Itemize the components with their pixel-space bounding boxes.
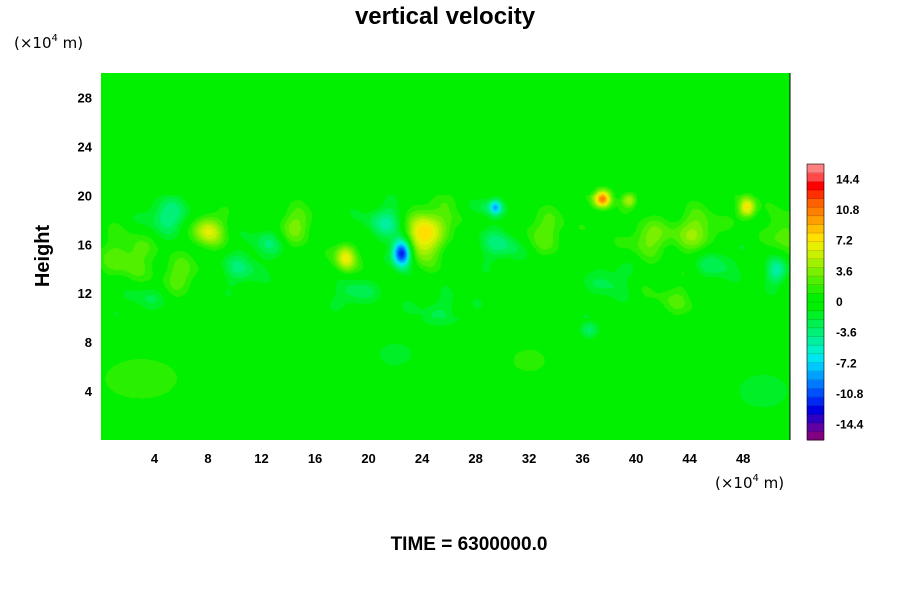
colorbar-level bbox=[807, 388, 824, 398]
colorbar-level bbox=[807, 276, 824, 286]
plot-area bbox=[101, 73, 791, 440]
colorbar-level bbox=[807, 172, 824, 182]
colorbar-level bbox=[807, 302, 824, 312]
colorbar-tick-label: 0 bbox=[836, 295, 843, 309]
colorbar-tick-label: -10.8 bbox=[836, 387, 864, 401]
colorbar-level bbox=[807, 198, 824, 208]
colorbar-level bbox=[807, 336, 824, 346]
colorbar-level bbox=[807, 431, 824, 441]
colorbar-tick-label: -14.4 bbox=[836, 418, 864, 432]
x-tick-label: 24 bbox=[415, 451, 430, 466]
colorbar-level bbox=[807, 215, 824, 225]
colorbar-level bbox=[807, 345, 824, 355]
y-axis-unit: (×104 m) bbox=[14, 33, 83, 52]
colorbar-level bbox=[807, 250, 824, 260]
colorbar-frame bbox=[806, 163, 825, 441]
colorbar-level bbox=[807, 293, 824, 303]
y-tick-label: 8 bbox=[85, 335, 92, 350]
x-tick-label: 44 bbox=[682, 451, 697, 466]
x-tick-label: 12 bbox=[254, 451, 268, 466]
x-axis-unit: (×104 m) bbox=[715, 473, 784, 492]
colorbar-level bbox=[807, 310, 824, 320]
colorbar-level bbox=[807, 379, 824, 389]
colorbar-level bbox=[807, 405, 824, 415]
x-tick-label: 36 bbox=[575, 451, 589, 466]
y-axis-ticks: 4 8 12 16 20 24 28 bbox=[78, 90, 93, 399]
x-axis-ticks: 4 8 12 16 20 24 28 32 36 40 44 48 bbox=[151, 451, 751, 466]
colorbar-level bbox=[807, 207, 824, 217]
colorbar-level bbox=[807, 353, 824, 363]
x-tick-label: 40 bbox=[629, 451, 643, 466]
colorbar-level bbox=[807, 258, 824, 268]
y-tick-label: 28 bbox=[78, 90, 92, 105]
x-tick-label: 8 bbox=[204, 451, 211, 466]
y-tick-label: 16 bbox=[78, 237, 92, 252]
colorbar-tick-label: 3.6 bbox=[836, 264, 853, 278]
colorbar-level bbox=[807, 319, 824, 329]
colorbar-level bbox=[807, 224, 824, 234]
x-tick-label: 32 bbox=[522, 451, 536, 466]
chart-title: vertical velocity bbox=[355, 3, 536, 30]
time-label: TIME = 6300000.0 bbox=[391, 534, 548, 555]
y-tick-label: 12 bbox=[78, 286, 92, 301]
colorbar-level bbox=[807, 189, 824, 199]
colorbar-level bbox=[807, 396, 824, 406]
colorbar-tick-label: -7.2 bbox=[836, 356, 857, 370]
colorbar-level bbox=[807, 327, 824, 337]
colorbar-level bbox=[807, 241, 824, 251]
colorbar-tick-label: -3.6 bbox=[836, 326, 857, 340]
colorbar-level bbox=[807, 371, 824, 381]
colorbar-level bbox=[807, 362, 824, 372]
x-tick-label: 48 bbox=[736, 451, 750, 466]
velocity-heatmap bbox=[101, 73, 790, 440]
colorbar-tick-label: 14.4 bbox=[836, 172, 860, 186]
colorbar-level bbox=[807, 284, 824, 294]
colorbar-level bbox=[807, 233, 824, 243]
y-tick-label: 20 bbox=[78, 188, 92, 203]
y-tick-label: 24 bbox=[78, 139, 93, 154]
colorbar-level bbox=[807, 181, 824, 191]
colorbar-level bbox=[807, 164, 824, 174]
x-tick-label: 20 bbox=[361, 451, 375, 466]
x-tick-label: 28 bbox=[468, 451, 482, 466]
y-axis-label: Height bbox=[32, 225, 54, 288]
colorbar-ticks: 14.4 10.8 7.2 3.6 0 -3.6 -7.2 -10.8 -14.4 bbox=[836, 172, 864, 431]
x-tick-label: 4 bbox=[151, 451, 159, 466]
x-tick-label: 16 bbox=[308, 451, 322, 466]
colorbar-tick-label: 7.2 bbox=[836, 234, 853, 248]
colorbar-level bbox=[807, 414, 824, 424]
colorbar-level bbox=[807, 267, 824, 277]
y-tick-label: 4 bbox=[85, 384, 93, 399]
colorbar bbox=[806, 163, 825, 441]
colorbar-level bbox=[807, 422, 824, 432]
colorbar-tick-label: 10.8 bbox=[836, 203, 860, 217]
